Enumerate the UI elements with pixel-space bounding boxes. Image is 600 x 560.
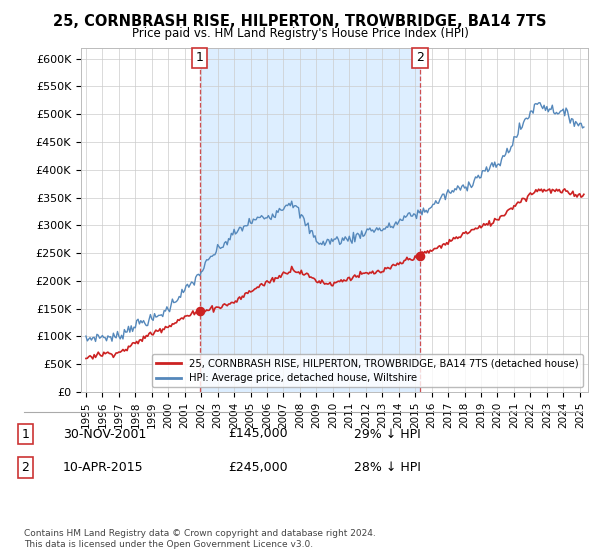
- Point: [415, 251, 425, 260]
- Bar: [200, 48, 420, 392]
- Legend: 25, CORNBRASH RISE, HILPERTON, TROWBRIDGE, BA14 7TS (detached house), HPI: Avera: 25, CORNBRASH RISE, HILPERTON, TROWBRIDG…: [152, 354, 583, 387]
- Text: 28% ↓ HPI: 28% ↓ HPI: [354, 461, 421, 474]
- Text: Price paid vs. HM Land Registry's House Price Index (HPI): Price paid vs. HM Land Registry's House …: [131, 27, 469, 40]
- Text: 2: 2: [416, 52, 424, 64]
- Text: £245,000: £245,000: [228, 461, 287, 474]
- Text: 30-NOV-2001: 30-NOV-2001: [63, 427, 146, 441]
- Text: 29% ↓ HPI: 29% ↓ HPI: [354, 427, 421, 441]
- Text: 2: 2: [21, 461, 29, 474]
- Text: 10-APR-2015: 10-APR-2015: [63, 461, 143, 474]
- Text: £145,000: £145,000: [228, 427, 287, 441]
- Text: Contains HM Land Registry data © Crown copyright and database right 2024.
This d: Contains HM Land Registry data © Crown c…: [24, 529, 376, 549]
- Point: [195, 307, 205, 316]
- Text: 25, CORNBRASH RISE, HILPERTON, TROWBRIDGE, BA14 7TS: 25, CORNBRASH RISE, HILPERTON, TROWBRIDG…: [53, 14, 547, 29]
- Text: 1: 1: [196, 52, 204, 64]
- Text: 1: 1: [21, 427, 29, 441]
